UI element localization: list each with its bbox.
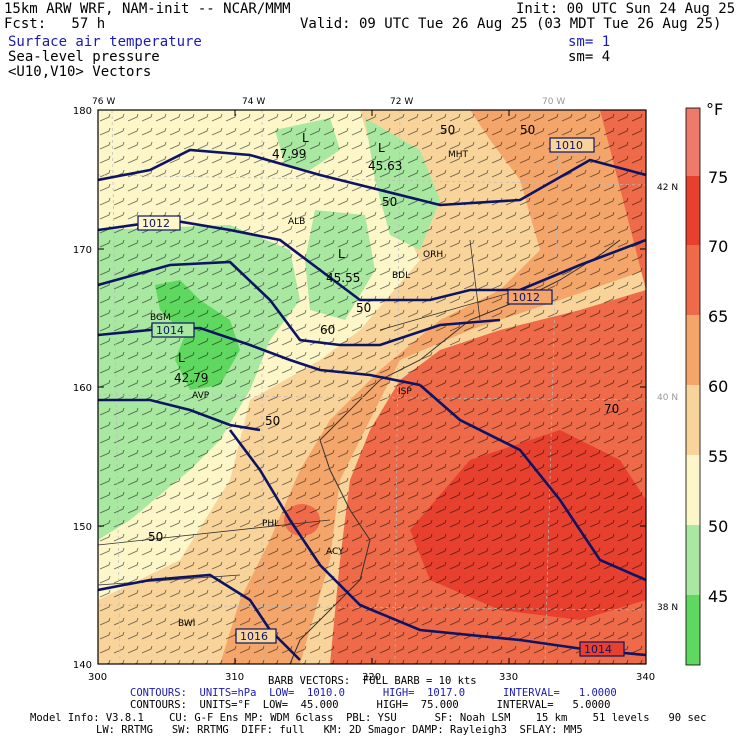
x-tick-300: 300 <box>88 672 107 683</box>
isobar-label-1014-west: 1014 <box>156 324 184 337</box>
model-title: 15km ARW WRF, NAM-init -- NCAR/MMM <box>4 1 291 17</box>
min-value-3: 45.55 <box>326 271 360 285</box>
city-ACY: ACY <box>326 547 344 557</box>
colorbar-label-70: 70 <box>708 237 729 256</box>
colorbar-80 <box>686 108 700 176</box>
field-pressure: Sea-level pressure <box>8 49 160 65</box>
field-pressure-smoothing: sm= 4 <box>568 49 611 65</box>
temp-label-50-d: 50 <box>520 123 535 137</box>
colorbar-label-75: 75 <box>708 168 729 187</box>
lon-74W: 74 W <box>242 97 265 107</box>
x-axis-labels: 300 310 320 330 340 <box>88 672 655 683</box>
temp-label-60: 60 <box>320 323 335 337</box>
model-info-line1: Model Info: V3.8.1 CU: G-F Ens MP: WDM 6… <box>30 712 707 724</box>
latitude-labels: 42 N 40 N 38 N <box>657 183 678 613</box>
isobar-label-1014-east: 1014 <box>584 643 612 656</box>
lon-70W: 70 W <box>542 97 565 107</box>
wind-barbs <box>98 110 646 664</box>
lat-42N: 42 N <box>657 183 678 193</box>
temp-label-70: 70 <box>604 402 619 416</box>
colorbar-label-55: 55 <box>708 447 729 466</box>
city-labels: MHT ALB ORH BDL BGM AVP ISP ACY BWI PHL <box>150 150 469 629</box>
x-tick-320: 320 <box>362 672 381 683</box>
forecast-hour: Fcst: 57 h <box>4 16 106 32</box>
field-temperature-smoothing: sm= 1 <box>568 34 611 50</box>
y-tick-140: 140 <box>73 660 92 671</box>
state-borders <box>98 239 521 586</box>
colorbar-50 <box>686 525 700 595</box>
x-tick-330: 330 <box>499 672 518 683</box>
colorbar-70 <box>686 245 700 315</box>
y-tick-170: 170 <box>73 245 92 256</box>
city-BDL: BDL <box>392 271 410 281</box>
colorbar-label-65: 65 <box>708 307 729 326</box>
colorbar-60 <box>686 385 700 455</box>
isobar-label-1016: 1016 <box>240 630 268 643</box>
min-value-4: 42.79 <box>174 371 208 385</box>
x-tick-310: 310 <box>225 672 244 683</box>
lon-72W: 72 W <box>390 97 413 107</box>
lon-76W: 76 W <box>92 97 115 107</box>
city-ALB: ALB <box>288 217 305 227</box>
colorbar-65 <box>686 315 700 385</box>
x-tick-340: 340 <box>636 672 655 683</box>
y-tick-150: 150 <box>73 522 92 533</box>
longitude-lines <box>111 110 561 664</box>
lat-40N: 40 N <box>657 393 678 403</box>
city-AVP: AVP <box>192 391 210 401</box>
isobar-labels: 1010 1012 1012 1014 1016 1014 <box>137 137 625 657</box>
low-marker-1: L <box>302 131 309 145</box>
colorbar-55 <box>686 455 700 525</box>
temp-label-50-f: 50 <box>265 414 280 428</box>
temp-label-50-e: 50 <box>148 530 163 544</box>
city-BWI: BWI <box>178 619 195 629</box>
low-marker-3: L <box>338 247 345 261</box>
isobar-label-1012-west: 1012 <box>142 217 170 230</box>
temperature-labels: 50 50 50 50 50 50 60 70 L L L L 47.99 45… <box>148 123 619 544</box>
latitude-lines <box>98 174 646 611</box>
isobar-label-1012-east: 1012 <box>512 291 540 304</box>
lat-38N: 38 N <box>657 603 678 613</box>
y-axis-labels: 180 170 160 150 140 <box>73 106 92 671</box>
field-wind-vectors: <U10,V10> Vectors <box>8 64 152 80</box>
temp-label-50-b: 50 <box>382 195 397 209</box>
coastline-south <box>289 439 371 664</box>
isobars <box>98 148 646 661</box>
temp-label-50-c: 50 <box>356 301 371 315</box>
city-ORH: ORH <box>423 250 443 260</box>
temperature-field <box>98 110 646 664</box>
low-marker-2: L <box>378 141 385 155</box>
y-tick-160: 160 <box>73 383 92 394</box>
city-MHT: MHT <box>448 150 469 160</box>
low-marker-4: L <box>178 351 185 365</box>
colorbar <box>685 107 701 666</box>
min-value-1: 47.99 <box>272 147 306 161</box>
init-time: Init: 00 UTC Sun 24 Aug 25 <box>516 1 736 17</box>
model-info-line2: LW: RRTMG SW: RRTMG DIFF: full KM: 2D Sm… <box>96 724 583 736</box>
temp-label-50-a: 50 <box>440 123 455 137</box>
city-ISP: ISP <box>398 387 412 397</box>
colorbar-75 <box>686 176 700 245</box>
longitude-labels: 76 W 74 W 72 W 70 W <box>92 97 565 107</box>
pressure-contour-info: CONTOURS: UNITS=hPa LOW= 1010.0 HIGH= 10… <box>130 687 617 699</box>
colorbar-unit: °F <box>706 100 724 119</box>
valid-time: Valid: 09 UTC Tue 26 Aug 25 (03 MDT Tue … <box>300 16 722 32</box>
temperature-contour-info: CONTOURS: UNITS=°F LOW= 45.000 HIGH= 75.… <box>130 699 611 711</box>
y-tick-180: 180 <box>73 106 92 117</box>
colorbar-label-50: 50 <box>708 517 729 536</box>
min-value-2: 45.63 <box>368 159 402 173</box>
city-BGM: BGM <box>150 313 171 323</box>
colorbar-45 <box>686 595 700 665</box>
colorbar-label-45: 45 <box>708 587 729 606</box>
barb-legend: BARB VECTORS: FULL BARB = 10 kts <box>268 675 477 687</box>
field-temperature: Surface air temperature <box>8 34 202 50</box>
axis-ticks <box>97 110 647 664</box>
isobar-label-1010: 1010 <box>555 139 583 152</box>
colorbar-label-60: 60 <box>708 377 729 396</box>
city-PHL: PHL <box>262 519 279 529</box>
